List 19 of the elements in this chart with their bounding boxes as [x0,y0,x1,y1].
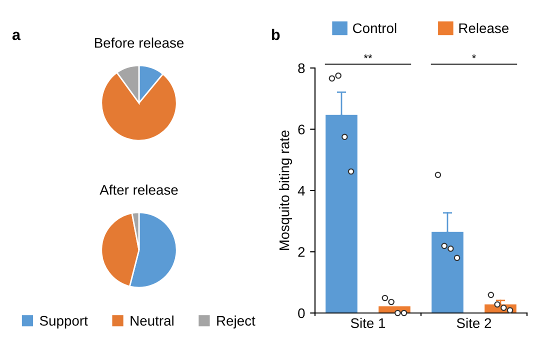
text: b [272,28,280,40]
chart-title: After release [100,184,178,195]
y-tick-label: 0 [298,308,305,318]
y-tick-label: 8 [298,63,305,74]
legend-label: Reject [217,316,256,328]
legend-label: Release [459,22,509,34]
legend-label: Control [353,22,396,34]
x-tick-label: Site 1 [350,318,386,328]
legend-label: Neutral [130,316,174,326]
y-tick-label: 2 [298,247,305,257]
text: * [472,54,476,58]
text: ** [364,54,372,58]
text: a [12,32,21,40]
y-axis-title: Mosquito biting rate [279,130,292,250]
chart-title: Before release [94,38,184,48]
legend-label: Support [40,316,88,328]
y-tick-label: 6 [298,124,305,134]
y-tick-label: 4 [298,186,305,196]
x-tick-label: Site 2 [456,318,492,328]
